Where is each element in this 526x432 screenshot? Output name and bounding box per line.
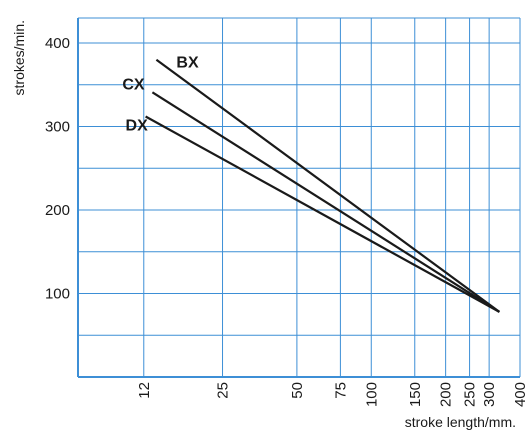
x-tick-labels: 12 25 50 75 100 150 200 250 300 400 (136, 382, 526, 407)
y-tick-label: 200 (45, 202, 70, 219)
x-tick-label: 50 (289, 382, 306, 399)
x-tick-label: 75 (332, 382, 349, 399)
series-lines (145, 58, 501, 313)
x-tick-label: 100 (363, 382, 380, 407)
y-tick-label: 300 (45, 119, 70, 136)
x-tick-label: 250 (462, 382, 479, 407)
grid (77, 17, 521, 378)
y-tick-label: 100 (45, 286, 70, 303)
series-labels: BX CX DX (122, 55, 199, 135)
y-axis-label: strokes/min. (11, 20, 27, 95)
series-line-bx (155, 58, 501, 313)
x-tick-label: 12 (136, 382, 153, 399)
series-line-dx (145, 115, 500, 313)
series-label-cx: CX (122, 76, 145, 93)
x-tick-label: 25 (215, 382, 232, 399)
y-tick-labels: 100 200 300 400 (45, 35, 70, 302)
x-tick-label: 300 (481, 382, 498, 407)
x-axis-label: stroke length/mm. (405, 414, 516, 430)
y-tick-label: 400 (45, 35, 70, 52)
x-tick-label: 200 (438, 382, 455, 407)
x-tick-label: 150 (407, 382, 424, 407)
x-tick-label: 400 (512, 382, 526, 407)
series-label-dx: DX (126, 118, 149, 135)
series-line-cx (151, 91, 500, 313)
series-label-bx: BX (176, 55, 199, 72)
